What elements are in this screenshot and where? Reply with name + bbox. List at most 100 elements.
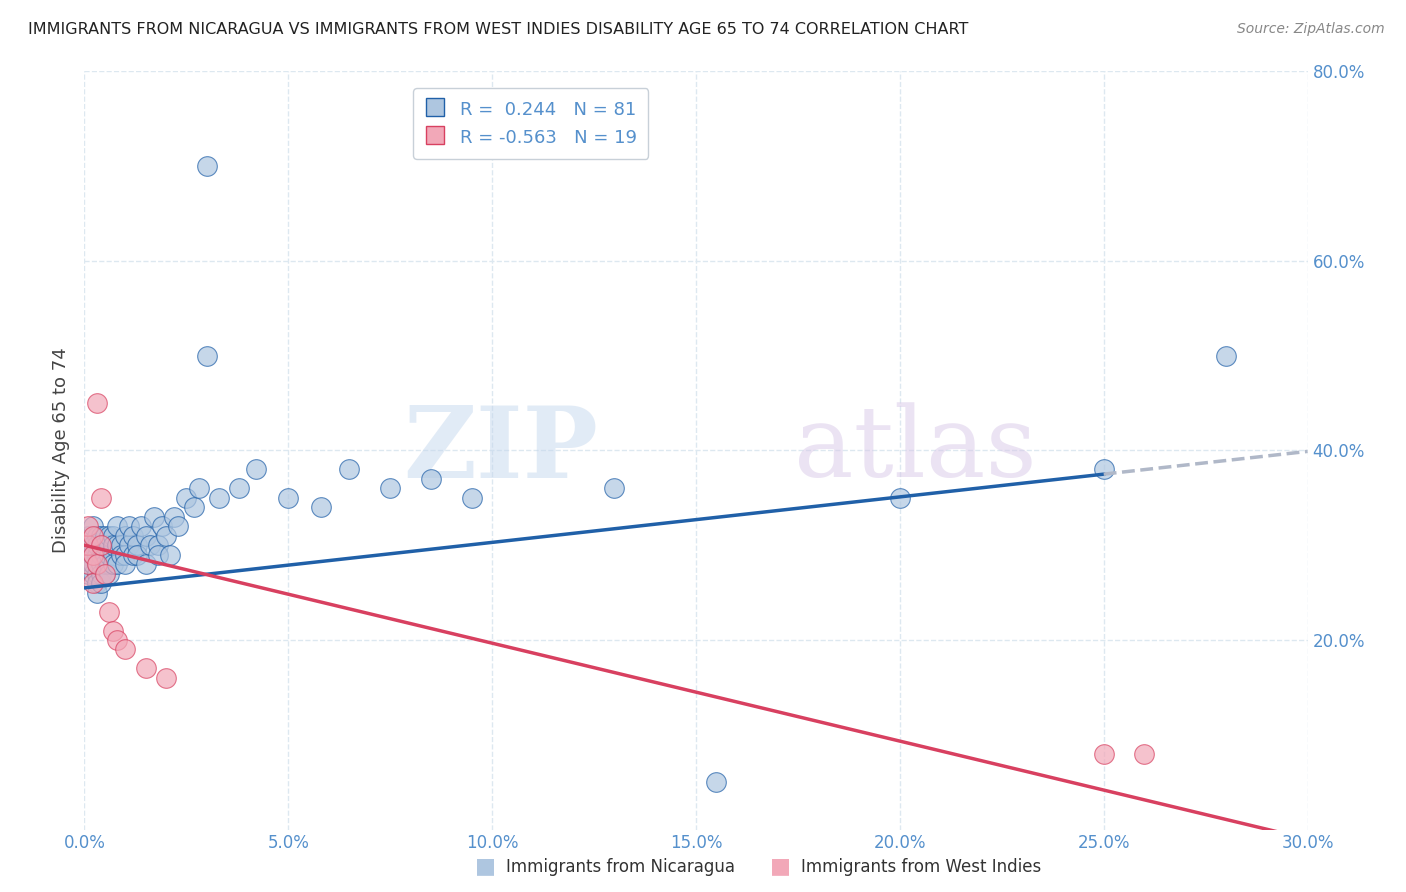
Point xyxy=(77,538,100,552)
Point xyxy=(101,548,124,562)
Point xyxy=(138,538,160,552)
Point xyxy=(101,529,124,543)
Point xyxy=(135,557,157,572)
Point xyxy=(155,529,177,543)
Point xyxy=(97,538,120,552)
Text: IMMIGRANTS FROM NICARAGUA VS IMMIGRANTS FROM WEST INDIES DISABILITY AGE 65 TO 74: IMMIGRANTS FROM NICARAGUA VS IMMIGRANTS … xyxy=(28,22,969,37)
Point xyxy=(93,529,115,543)
Point xyxy=(420,472,443,486)
Point xyxy=(187,482,209,496)
Point xyxy=(90,557,112,572)
Point xyxy=(97,548,120,562)
Point xyxy=(1133,747,1156,761)
Point xyxy=(82,529,104,543)
Point xyxy=(86,566,108,581)
Point xyxy=(110,538,132,552)
Point xyxy=(706,775,728,789)
Point xyxy=(93,557,115,572)
Point xyxy=(86,557,108,572)
Point xyxy=(82,576,104,591)
Point xyxy=(277,491,299,505)
Point xyxy=(101,538,124,552)
Point xyxy=(118,538,141,552)
Point xyxy=(93,548,115,562)
Text: Immigrants from Nicaragua: Immigrants from Nicaragua xyxy=(506,858,735,876)
Point xyxy=(77,557,100,572)
Point xyxy=(146,538,169,552)
Point xyxy=(93,538,115,552)
Point xyxy=(127,548,149,562)
Point xyxy=(142,509,165,524)
Point xyxy=(1092,462,1115,476)
Point xyxy=(114,548,136,562)
Point xyxy=(86,557,108,572)
Point xyxy=(155,671,177,685)
Point xyxy=(228,482,250,496)
Point xyxy=(90,538,112,552)
Point xyxy=(82,566,104,581)
Point xyxy=(146,548,169,562)
Point xyxy=(105,633,128,648)
Point xyxy=(86,538,108,552)
Point xyxy=(167,519,190,533)
Y-axis label: Disability Age 65 to 74: Disability Age 65 to 74 xyxy=(52,348,70,553)
Point xyxy=(159,548,181,562)
Point xyxy=(208,491,231,505)
Point xyxy=(86,548,108,562)
Point xyxy=(77,557,100,572)
Point xyxy=(174,491,197,505)
Point xyxy=(195,349,218,363)
Text: ■: ■ xyxy=(770,856,790,876)
Point xyxy=(90,538,112,552)
Point xyxy=(77,548,100,562)
Point xyxy=(82,548,104,562)
Point xyxy=(110,548,132,562)
Point xyxy=(122,529,145,543)
Point xyxy=(131,519,153,533)
Point xyxy=(1215,349,1237,363)
Point xyxy=(105,538,128,552)
Point xyxy=(77,529,100,543)
Point xyxy=(889,491,911,505)
Point xyxy=(150,519,173,533)
Point xyxy=(93,566,115,581)
Point xyxy=(97,566,120,581)
Point xyxy=(97,605,120,619)
Text: Source: ZipAtlas.com: Source: ZipAtlas.com xyxy=(1237,22,1385,37)
Point xyxy=(461,491,484,505)
Point xyxy=(82,519,104,533)
Point xyxy=(86,529,108,543)
Text: atlas: atlas xyxy=(794,402,1036,499)
Point xyxy=(82,557,104,572)
Point xyxy=(86,576,108,591)
Text: ZIP: ZIP xyxy=(404,402,598,499)
Point xyxy=(309,500,332,515)
Point xyxy=(77,566,100,581)
Point xyxy=(90,576,112,591)
Point xyxy=(603,482,626,496)
Text: ■: ■ xyxy=(475,856,495,876)
Point xyxy=(114,557,136,572)
Point xyxy=(135,661,157,675)
Point xyxy=(114,642,136,657)
Point xyxy=(105,519,128,533)
Point xyxy=(163,509,186,524)
Legend: R =  0.244   N = 81, R = -0.563   N = 19: R = 0.244 N = 81, R = -0.563 N = 19 xyxy=(413,88,648,159)
Point xyxy=(1092,747,1115,761)
Point xyxy=(135,529,157,543)
Point xyxy=(105,557,128,572)
Point xyxy=(82,548,104,562)
Point xyxy=(97,557,120,572)
Point xyxy=(93,566,115,581)
Point xyxy=(90,529,112,543)
Point xyxy=(339,462,361,476)
Point xyxy=(90,548,112,562)
Point xyxy=(77,519,100,533)
Point xyxy=(122,548,145,562)
Point xyxy=(97,529,120,543)
Point xyxy=(82,538,104,552)
Point xyxy=(101,557,124,572)
Point xyxy=(86,585,108,599)
Point xyxy=(380,482,402,496)
Point xyxy=(90,566,112,581)
